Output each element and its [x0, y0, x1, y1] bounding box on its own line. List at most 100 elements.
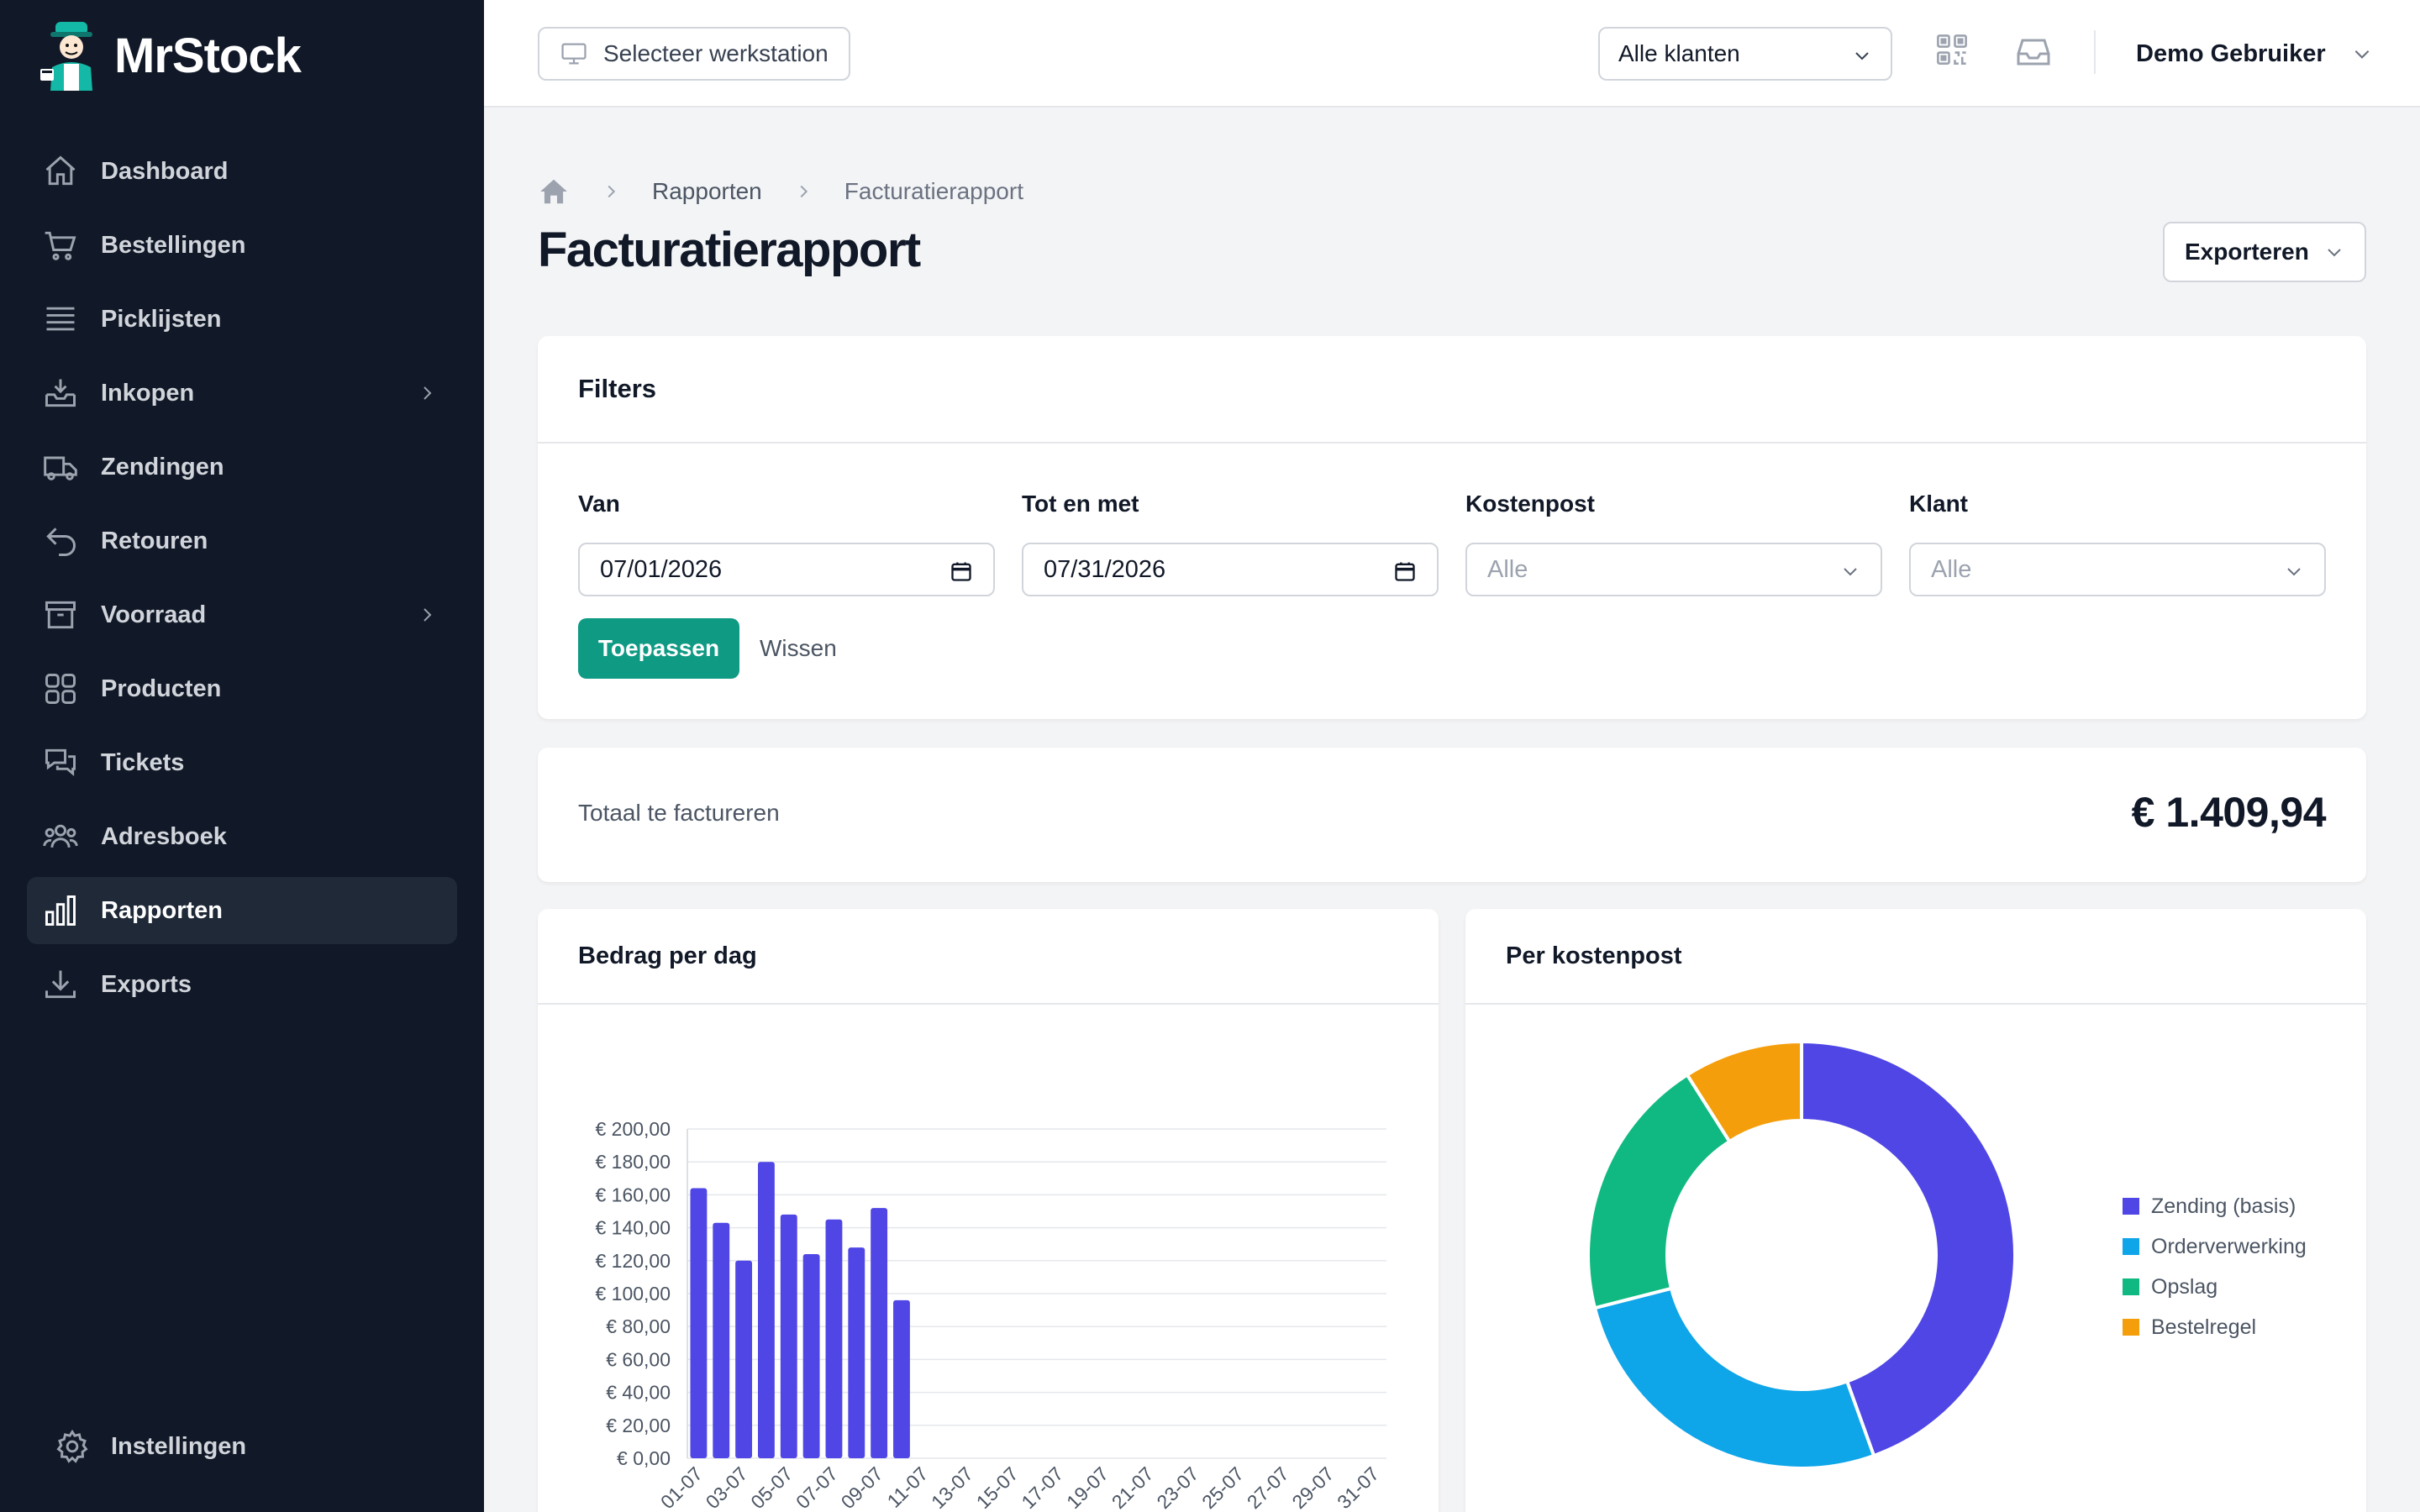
bar[interactable] [848, 1247, 865, 1458]
x-tick-label: 07-07 [792, 1462, 842, 1512]
sidebar-item-retouren[interactable]: Retouren [27, 507, 457, 575]
sidebar-item-label: Producten [101, 675, 222, 702]
brand-logo[interactable]: MrStock [39, 20, 302, 91]
bar[interactable] [893, 1299, 910, 1458]
pie-slice[interactable] [1586, 1072, 1733, 1310]
monitor-icon [561, 43, 587, 65]
breadcrumb: Rapporten Facturatierapport [538, 175, 1023, 208]
filter-from: Van 07/01/2026 [578, 491, 995, 596]
y-tick-label: € 180,00 [595, 1151, 671, 1173]
legend-item[interactable]: Zending (basis) [2123, 1186, 2307, 1226]
y-tick-label: € 0,00 [617, 1447, 671, 1469]
cart-icon [42, 227, 79, 264]
settings-label: Instellingen [111, 1432, 247, 1460]
export-button[interactable]: Exporteren [2163, 222, 2366, 282]
bar-chart-title: Bedrag per dag [538, 909, 1439, 1005]
y-tick-label: € 160,00 [595, 1184, 671, 1205]
clear-button[interactable]: Wissen [760, 635, 837, 661]
bar[interactable] [758, 1162, 775, 1458]
sidebar-item-bestellingen[interactable]: Bestellingen [27, 212, 457, 279]
sidebar-item-label: Rapporten [101, 896, 223, 924]
bar[interactable] [713, 1222, 730, 1458]
sidebar-nav: Dashboard Bestellingen Picklijsten Inkop… [27, 138, 457, 1025]
chevron-down-icon [1844, 568, 1857, 576]
chevron-right-icon [424, 386, 432, 400]
download-icon [42, 966, 79, 1003]
date-to-value: 07/31/2026 [1044, 555, 1166, 583]
list-icon [42, 301, 79, 338]
breadcrumb-current: Facturatierapport [844, 178, 1023, 204]
bar[interactable] [690, 1188, 708, 1458]
user-menu[interactable]: Demo Gebruiker [2136, 27, 2373, 81]
sidebar-item-tickets[interactable]: Tickets [27, 729, 457, 796]
sidebar-item-inkopen[interactable]: Inkopen [27, 360, 457, 427]
apply-button[interactable]: Toepassen [578, 618, 739, 679]
bar[interactable] [735, 1260, 753, 1458]
sidebar-item-zendingen[interactable]: Zendingen [27, 433, 457, 501]
sidebar-item-label: Tickets [101, 748, 185, 776]
sidebar-item-exports[interactable]: Exports [27, 951, 457, 1018]
client-select[interactable]: Alle klanten [1598, 27, 1892, 81]
sidebar-item-picklijsten[interactable]: Picklijsten [27, 286, 457, 353]
filters-title: Filters [538, 336, 2366, 444]
chat-bubbles-icon [42, 744, 79, 781]
bar[interactable] [871, 1208, 888, 1458]
x-tick-label: 31-07 [1333, 1462, 1383, 1512]
sidebar-item-producten[interactable]: Producten [27, 655, 457, 722]
bar[interactable] [802, 1253, 820, 1458]
sidebar-item-voorraad[interactable]: Voorraad [27, 581, 457, 648]
pie-slice[interactable] [1685, 1039, 1803, 1144]
y-tick-label: € 60,00 [606, 1348, 671, 1370]
pie-slice[interactable] [1592, 1286, 1876, 1470]
filters-card: Filters Van 07/01/2026 Tot en met 07/31/… [538, 336, 2366, 719]
date-from-input[interactable]: 07/01/2026 [578, 543, 995, 596]
filter-cost-item-label: Kostenpost [1465, 491, 1595, 517]
chevron-down-icon [2287, 568, 2301, 576]
legend-swatch [2123, 1319, 2139, 1336]
sidebar-item-adresboek[interactable]: Adresboek [27, 803, 457, 870]
filter-client-label: Klant [1909, 491, 1968, 517]
select-workstation-button[interactable]: Selecteer werkstation [538, 27, 850, 81]
truck-icon [42, 449, 79, 486]
sidebar-item-dashboard[interactable]: Dashboard [27, 138, 457, 205]
mascot-logo-icon [40, 22, 92, 91]
cost-item-select[interactable]: Alle [1465, 543, 1882, 596]
y-tick-label: € 80,00 [606, 1315, 671, 1337]
pie-slice[interactable] [1800, 1039, 2017, 1458]
chart-legend: Zending (basis) Orderverwerking Opslag Best… [2123, 1186, 2307, 1347]
sidebar-item-settings[interactable]: Instellingen [54, 1428, 246, 1465]
x-tick-label: 25-07 [1197, 1462, 1248, 1512]
pie-chart-card: Per kostenpost Zending (basis) Orderverwe… [1465, 909, 2366, 1512]
qr-code-icon[interactable] [1934, 32, 1970, 67]
client-filter-value: Alle [1931, 555, 1972, 583]
calendar-icon[interactable] [950, 559, 973, 583]
client-filter-select[interactable]: Alle [1909, 543, 2326, 596]
sidebar-item-rapporten[interactable]: Rapporten [27, 877, 457, 944]
brand-name: MrStock [114, 28, 302, 83]
calendar-icon[interactable] [1393, 559, 1417, 583]
home-icon [42, 153, 79, 190]
home-icon[interactable] [538, 176, 570, 207]
topbar: Selecteer werkstation Alle klanten Demo … [484, 0, 2420, 108]
client-select-value: Alle klanten [1618, 40, 1740, 66]
legend-item[interactable]: Opslag [2123, 1267, 2307, 1307]
return-arrow-icon [42, 522, 79, 559]
legend-swatch [2123, 1238, 2139, 1255]
x-tick-label: 23-07 [1152, 1462, 1202, 1512]
legend-item[interactable]: Bestelregel [2123, 1307, 2307, 1347]
inbox-icon[interactable] [2013, 32, 2054, 72]
bar[interactable] [780, 1214, 797, 1458]
date-from-value: 07/01/2026 [600, 555, 723, 583]
sidebar-item-label: Exports [101, 970, 192, 998]
y-tick-label: € 40,00 [606, 1382, 671, 1404]
x-tick-label: 29-07 [1287, 1462, 1338, 1512]
sidebar-item-label: Picklijsten [101, 305, 222, 333]
breadcrumb-link-rapporten[interactable]: Rapporten [652, 178, 762, 204]
filter-client: Klant Alle [1909, 491, 2326, 596]
x-tick-label: 21-07 [1107, 1462, 1158, 1512]
bar[interactable] [825, 1219, 843, 1458]
page-title: Facturatierapport [538, 223, 921, 277]
legend-item[interactable]: Orderverwerking [2123, 1226, 2307, 1267]
y-tick-label: € 20,00 [606, 1415, 671, 1436]
date-to-input[interactable]: 07/31/2026 [1022, 543, 1439, 596]
